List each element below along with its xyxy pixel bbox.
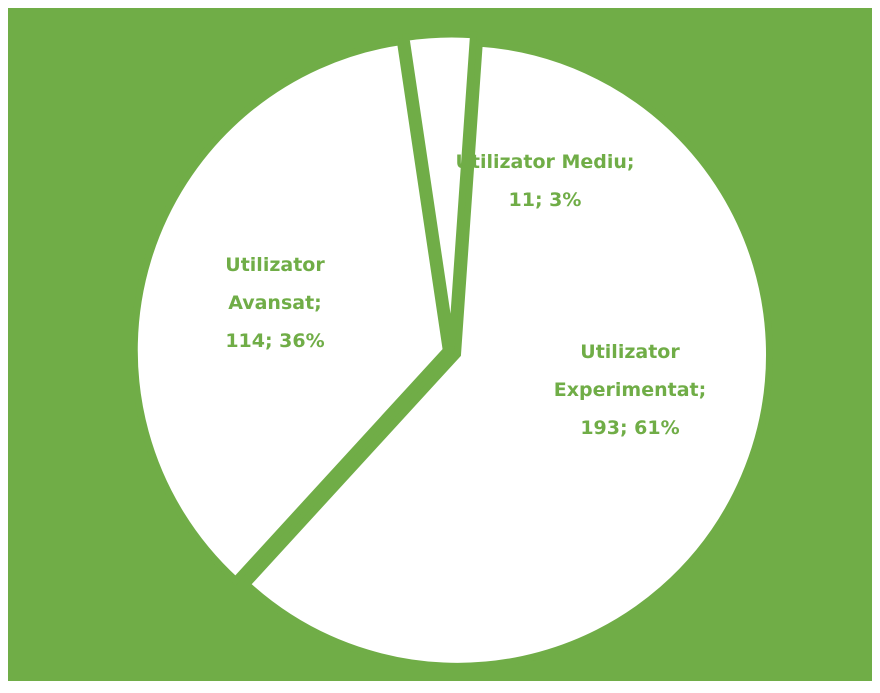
data-label-line: 193; 61% xyxy=(580,417,679,439)
data-label: Utilizator Avansat; 114; 36% xyxy=(225,254,325,352)
data-label: Utilizator Experimentat; 193; 61% xyxy=(554,341,706,439)
pie-slice xyxy=(130,37,450,586)
data-label-line: 114; 36% xyxy=(225,330,324,352)
data-label-line: 11; 3% xyxy=(509,189,582,211)
data-label-line: Experimentat; xyxy=(554,379,706,401)
data-label-line: Utilizator xyxy=(225,254,325,276)
pie-slice xyxy=(241,39,774,670)
pie-slice xyxy=(401,30,478,347)
data-label-line: Utilizator xyxy=(580,341,680,363)
data-label-line: Utilizator Mediu; xyxy=(455,151,634,173)
data-label: Utilizator Mediu; 11; 3% xyxy=(455,151,634,211)
data-label-line: Avansat; xyxy=(228,292,322,314)
